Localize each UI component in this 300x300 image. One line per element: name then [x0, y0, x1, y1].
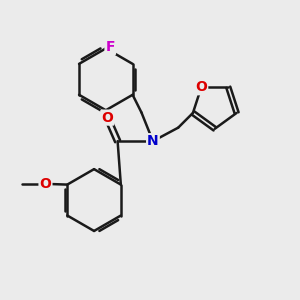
Text: O: O	[101, 111, 113, 124]
Text: F: F	[106, 40, 115, 54]
Text: O: O	[40, 177, 51, 191]
Text: O: O	[195, 80, 207, 94]
Text: N: N	[147, 134, 159, 148]
